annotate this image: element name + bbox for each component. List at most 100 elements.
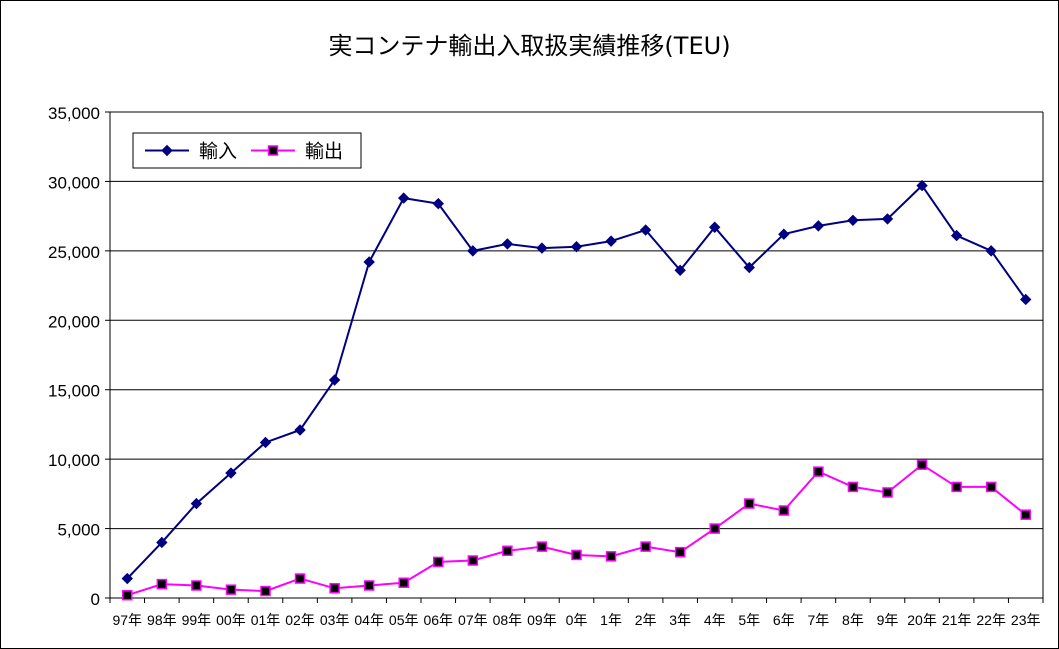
data-point: [190, 497, 203, 510]
x-tick-label: 00年: [216, 612, 246, 628]
data-point: [467, 555, 479, 566]
y-tick-label: 20,000: [48, 312, 100, 331]
x-tick-label: 04年: [354, 612, 384, 628]
data-point: [122, 589, 133, 601]
data-point: [121, 572, 133, 585]
data-point: [847, 481, 859, 493]
data-point: [605, 551, 617, 562]
data-point: [812, 220, 825, 232]
data-point: [950, 229, 963, 242]
y-tick-label: 0: [91, 590, 100, 609]
data-point: [294, 424, 306, 436]
data-point: [1020, 509, 1031, 520]
data-point: [916, 459, 928, 470]
x-tick-label: 98年: [147, 612, 177, 628]
data-point: [398, 577, 409, 588]
legend-swatch-marker: [267, 145, 279, 156]
x-tick-label: 20年: [907, 612, 937, 628]
y-tick-label: 10,000: [48, 451, 100, 470]
y-tick-label: 30,000: [48, 173, 100, 192]
data-point: [674, 264, 686, 277]
data-point: [501, 238, 514, 250]
legend-swatch-marker: [161, 144, 173, 157]
x-tick-label: 7年: [807, 612, 829, 628]
y-tick-label: 25,000: [48, 243, 100, 262]
data-point: [433, 556, 444, 568]
data-point: [329, 583, 340, 594]
x-tick-label: 5年: [738, 612, 760, 628]
x-tick-label: 2年: [635, 612, 657, 628]
x-tick-label: 9年: [877, 612, 899, 628]
y-tick-label: 15,000: [48, 382, 100, 401]
x-tick-label: 23年: [1011, 612, 1041, 628]
x-tick-label: 4年: [704, 612, 726, 628]
y-tick-label: 35,000: [48, 104, 100, 123]
data-point: [709, 221, 721, 233]
x-tick-label: 09年: [527, 612, 557, 628]
data-point: [156, 536, 168, 549]
x-tick-label: 06年: [423, 612, 453, 628]
data-point: [778, 505, 790, 516]
x-tick-label: 07年: [458, 612, 488, 628]
data-point: [605, 235, 617, 247]
x-tick-label: 02年: [285, 612, 315, 628]
data-point: [985, 481, 997, 493]
data-point: [571, 549, 582, 561]
data-point: [260, 585, 271, 597]
data-point: [778, 228, 790, 240]
data-point: [640, 541, 651, 552]
legend-label: 輸出: [305, 141, 343, 163]
axes: 0 5,000 10,000 15,000 20,000 25,000 30,000 35,0…: [48, 104, 1044, 628]
x-tick-label: 3年: [669, 612, 691, 628]
series-export: [122, 459, 1031, 601]
data-point: [639, 224, 652, 236]
data-point: [225, 467, 237, 479]
grid-lines: [110, 111, 1043, 530]
x-tick-label: 8年: [842, 612, 864, 628]
x-tick-label: 0年: [566, 612, 588, 628]
series-line: [126, 463, 1027, 597]
data-point: [985, 245, 997, 257]
x-tick-label: 05年: [389, 612, 419, 628]
data-point: [743, 261, 755, 274]
data-point: [156, 578, 168, 590]
data-point: [709, 523, 720, 534]
x-tick-label: 03年: [320, 612, 350, 628]
legend-label: 輸入: [199, 141, 237, 163]
data-point: [813, 466, 824, 477]
data-point: [916, 179, 928, 192]
x-tick-label: 22年: [976, 612, 1006, 628]
x-tick-label: 21年: [942, 612, 972, 628]
data-point: [847, 214, 859, 227]
data-point: [536, 541, 548, 552]
y-tick-label: 5,000: [57, 521, 100, 540]
series: [121, 179, 1032, 601]
data-point: [881, 213, 894, 225]
data-point: [951, 481, 962, 493]
x-tick-label: 99年: [182, 612, 212, 628]
data-point: [502, 545, 513, 557]
data-point: [328, 374, 341, 386]
series-import: [121, 179, 1032, 585]
data-point: [1020, 293, 1032, 306]
data-point: [294, 573, 306, 584]
x-tick-label: 01年: [251, 612, 281, 628]
data-point: [363, 580, 375, 591]
x-tick-label: 97年: [112, 612, 142, 628]
data-point: [225, 584, 237, 595]
data-point: [882, 487, 893, 498]
data-point: [536, 242, 548, 254]
x-tick-label: 08年: [493, 612, 523, 628]
data-point: [398, 192, 410, 204]
x-tick-label: 6年: [773, 612, 795, 628]
data-point: [674, 546, 686, 558]
chart-title: 実コンテナ輸出入取扱実績推移(TEU): [328, 32, 731, 60]
data-point: [570, 240, 583, 253]
data-point: [259, 436, 272, 449]
data-point: [191, 580, 202, 591]
legend: 輸入 輸出: [132, 132, 362, 169]
data-point: [432, 197, 444, 210]
data-point: [363, 256, 375, 268]
